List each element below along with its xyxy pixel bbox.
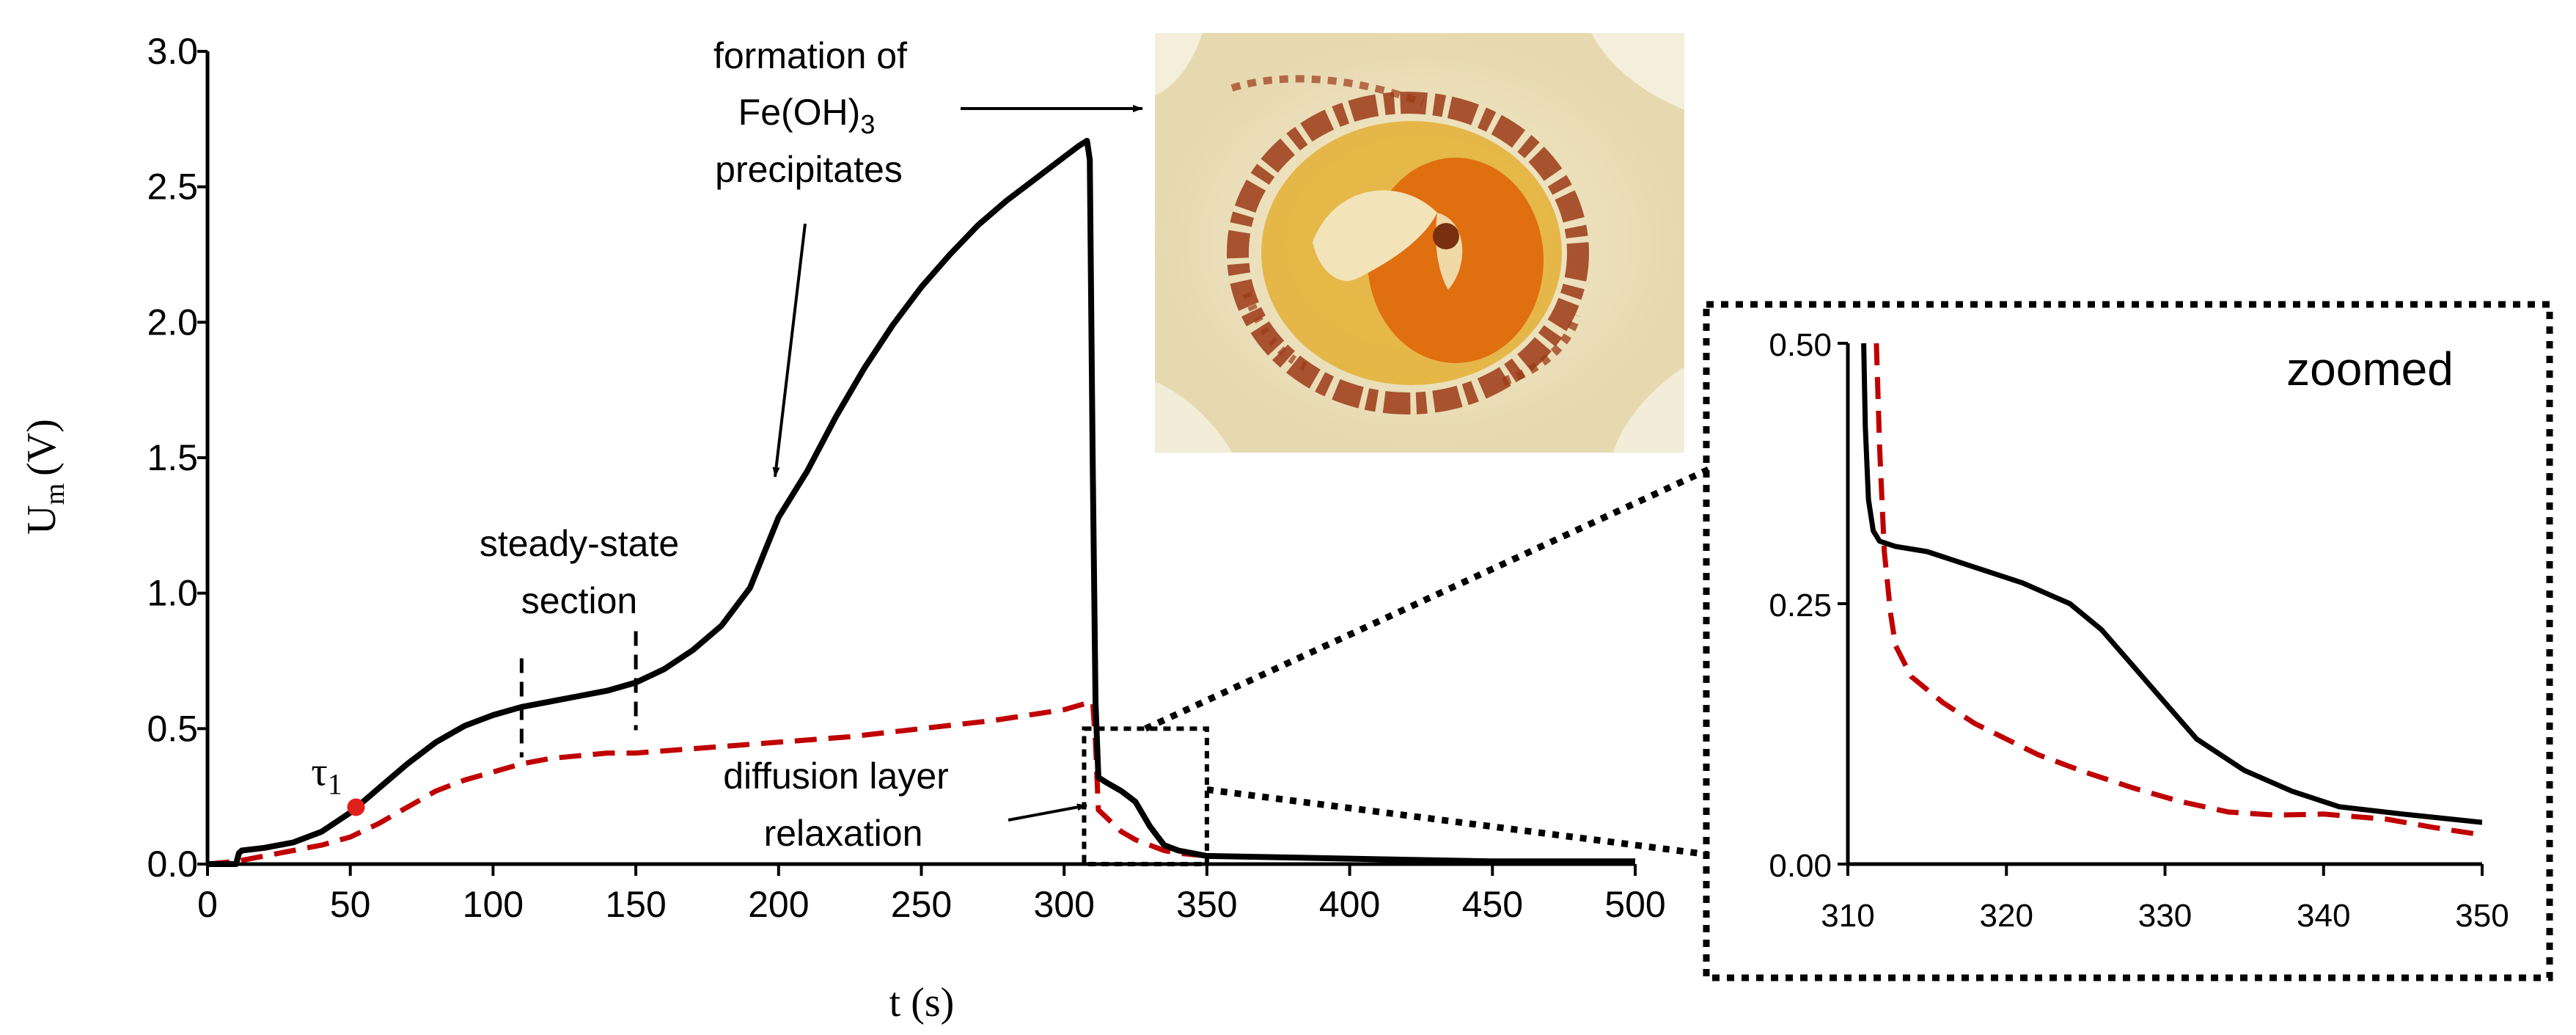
y-tick-label: 2.5 bbox=[147, 167, 198, 208]
x-tick-label: 50 bbox=[330, 884, 371, 925]
arrow-to-relaxation bbox=[1008, 803, 1087, 822]
main-x-axis-label: t (s) bbox=[889, 980, 955, 1025]
annotation-formation-line3: precipitates bbox=[715, 149, 903, 190]
main-plot: 0 50 100 150 200 250 300 350 400 450 500 0.0 0.5 1.0… bbox=[19, 31, 1710, 1025]
main-y-ticks: 0.0 0.5 1.0 1.5 2.0 2.5 3.0 bbox=[147, 31, 208, 885]
y-tick-label: 1.0 bbox=[147, 573, 198, 614]
tau1-point bbox=[347, 798, 365, 816]
x-tick-label: 450 bbox=[1462, 884, 1523, 925]
zoom-y-ticks: 0.00 0.25 0.50 bbox=[1769, 327, 1848, 884]
annotation-diffusion-line1: diffusion layer bbox=[723, 756, 949, 797]
x-tick-label: 250 bbox=[891, 884, 952, 925]
main-y-axis-label: Um(V) bbox=[19, 419, 70, 535]
main-x-ticks: 0 50 100 150 200 250 300 350 400 450 500 bbox=[197, 864, 1666, 925]
zoom-series-model bbox=[1874, 343, 2482, 838]
precipitate-photo bbox=[1155, 33, 1684, 453]
y-tick-label: 3.0 bbox=[147, 31, 198, 72]
x-tick-label: 310 bbox=[1821, 898, 1874, 934]
main-series-measured bbox=[208, 137, 1635, 867]
zoom-series-measured bbox=[1861, 343, 2482, 825]
x-tick-label: 340 bbox=[2297, 898, 2350, 934]
x-tick-label: 300 bbox=[1033, 884, 1094, 925]
y-tick-label: 0.50 bbox=[1769, 327, 1832, 363]
y-tick-label: 1.5 bbox=[147, 437, 198, 478]
y-tick-label: 0.0 bbox=[147, 844, 198, 885]
x-tick-label: 350 bbox=[1176, 884, 1237, 925]
tau1-label: τ1 bbox=[311, 749, 342, 800]
x-tick-label: 350 bbox=[2455, 898, 2509, 934]
x-tick-label: 400 bbox=[1319, 884, 1380, 925]
zoomed-plot: zoomed 310 320 330 340 350 0.00 0.25 0.50 bbox=[1703, 301, 2553, 981]
zoom-connector-top bbox=[1144, 466, 1710, 732]
y-tick-label: 0.5 bbox=[147, 708, 198, 749]
annotation-steady-line1: steady-state bbox=[480, 523, 679, 564]
zoom-x-ticks: 310 320 330 340 350 bbox=[1821, 864, 2509, 934]
x-tick-label: 330 bbox=[2138, 898, 2192, 934]
zoom-region-box bbox=[1082, 726, 1209, 866]
y-tick-label: 0.25 bbox=[1769, 588, 1832, 623]
y-tick-label: 0.00 bbox=[1769, 848, 1832, 884]
annotation-diffusion-line2: relaxation bbox=[764, 813, 923, 854]
x-tick-label: 0 bbox=[197, 884, 218, 925]
main-series-model bbox=[207, 698, 1635, 867]
arrow-to-curve bbox=[772, 223, 807, 478]
y-tick-label: 2.0 bbox=[147, 301, 198, 343]
zoomed-title: zoomed bbox=[2286, 343, 2454, 395]
x-tick-label: 150 bbox=[605, 884, 666, 925]
zoom-panel-border bbox=[1703, 301, 2553, 981]
x-tick-label: 320 bbox=[1980, 898, 2033, 934]
annotation-formation-line1: formation of bbox=[713, 35, 907, 76]
zoom-connector-bottom bbox=[1206, 786, 1709, 858]
annotation-steady-line2: section bbox=[521, 580, 637, 621]
x-tick-label: 100 bbox=[463, 884, 524, 925]
x-tick-label: 200 bbox=[748, 884, 809, 925]
x-tick-label: 500 bbox=[1604, 884, 1665, 925]
annotation-formation-line2: Fe(OH)3 bbox=[738, 92, 876, 139]
